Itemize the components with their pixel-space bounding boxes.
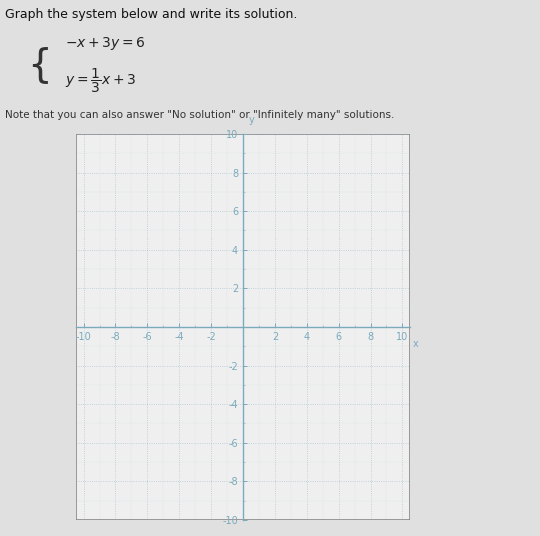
Text: {: { bbox=[27, 46, 52, 84]
Text: y: y bbox=[248, 115, 254, 125]
Bar bbox=[76, 134, 410, 520]
Text: x: x bbox=[413, 339, 418, 348]
Text: $y=\dfrac{1}{3}x+3$: $y=\dfrac{1}{3}x+3$ bbox=[65, 67, 136, 95]
Text: Note that you can also answer "No solution" or "Infinitely many" solutions.: Note that you can also answer "No soluti… bbox=[5, 110, 395, 120]
Text: $-x+3y=6$: $-x+3y=6$ bbox=[65, 35, 146, 52]
Text: Graph the system below and write its solution.: Graph the system below and write its sol… bbox=[5, 8, 298, 21]
